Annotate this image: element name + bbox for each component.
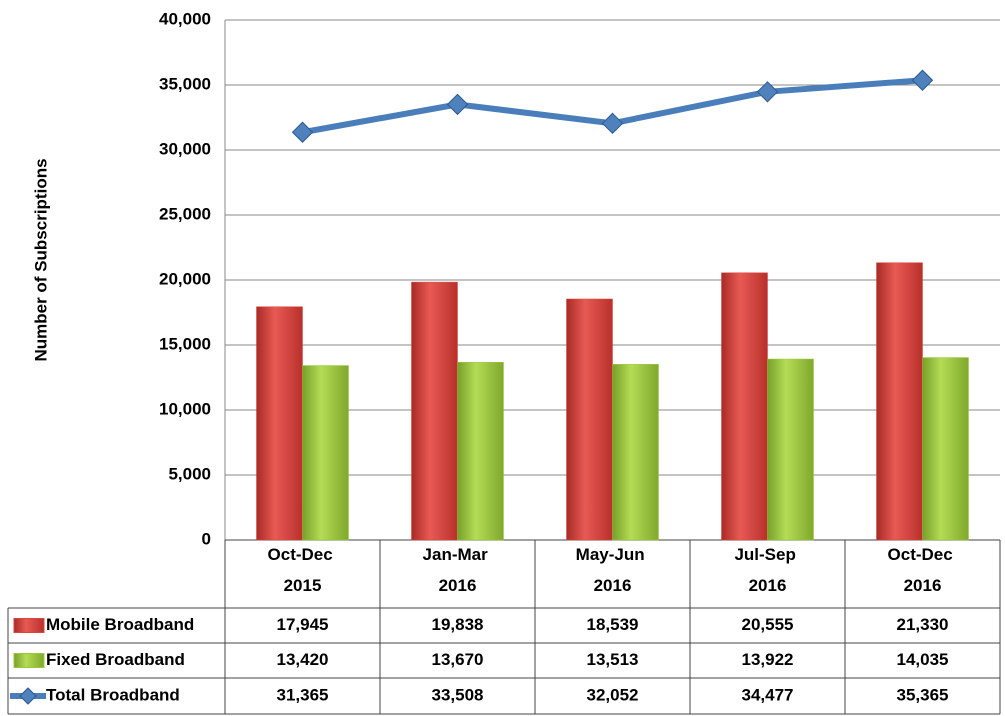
table-value: 20,555 (742, 615, 794, 634)
bar (256, 306, 303, 541)
marker (601, 112, 624, 135)
table-value: 14,035 (897, 650, 949, 669)
table-value: 33,508 (432, 685, 484, 704)
y-tick-label: 0 (202, 529, 211, 548)
x-tick-label: Oct-Dec 2016 (888, 545, 958, 595)
x-tick-label: Jul-Sep 2016 (734, 545, 800, 595)
bar (767, 358, 814, 541)
bar (457, 362, 504, 541)
table-value: 31,365 (277, 685, 329, 704)
y-tick-label: 10,000 (159, 399, 211, 418)
bar (612, 364, 659, 541)
table-value: 13,513 (587, 650, 639, 669)
marker (446, 93, 469, 116)
marker (911, 69, 934, 91)
y-tick-label: 30,000 (159, 139, 211, 158)
table-value: 21,330 (897, 615, 949, 634)
bar (876, 262, 923, 541)
marker (291, 121, 314, 143)
bar (721, 272, 768, 541)
x-tick-label: May-Jun 2016 (576, 545, 650, 595)
y-tick-label: 20,000 (159, 269, 211, 288)
y-tick-label: 25,000 (159, 204, 211, 223)
bar (302, 365, 349, 541)
legend-label: Total Broadband (46, 685, 180, 704)
table-value: 13,420 (277, 650, 329, 669)
legend-swatch (19, 687, 37, 705)
table-value: 13,670 (432, 650, 484, 669)
y-tick-label: 15,000 (159, 334, 211, 353)
y-axis-label: Number of Subscriptions (31, 158, 50, 361)
table-value: 35,365 (897, 685, 949, 704)
legend-swatch (13, 618, 45, 633)
table-value: 17,945 (277, 615, 329, 634)
y-tick-label: 40,000 (159, 9, 211, 28)
x-tick-label: Oct-Dec 2015 (268, 545, 338, 595)
table-value: 34,477 (742, 685, 794, 704)
table-value: 19,838 (432, 615, 484, 634)
bar (566, 298, 613, 541)
legend-label: Mobile Broadband (46, 615, 194, 634)
legend-label: Fixed Broadband (46, 650, 185, 669)
y-tick-label: 35,000 (159, 74, 211, 93)
table-value: 13,922 (742, 650, 794, 669)
table-value: 32,052 (587, 685, 639, 704)
bar (411, 281, 458, 541)
marker (756, 81, 779, 103)
table-value: 18,539 (587, 615, 639, 634)
y-tick-label: 5,000 (168, 464, 211, 483)
legend-swatch (13, 653, 45, 668)
bar (922, 357, 969, 541)
x-tick-label: Jan-Mar 2016 (423, 545, 493, 595)
